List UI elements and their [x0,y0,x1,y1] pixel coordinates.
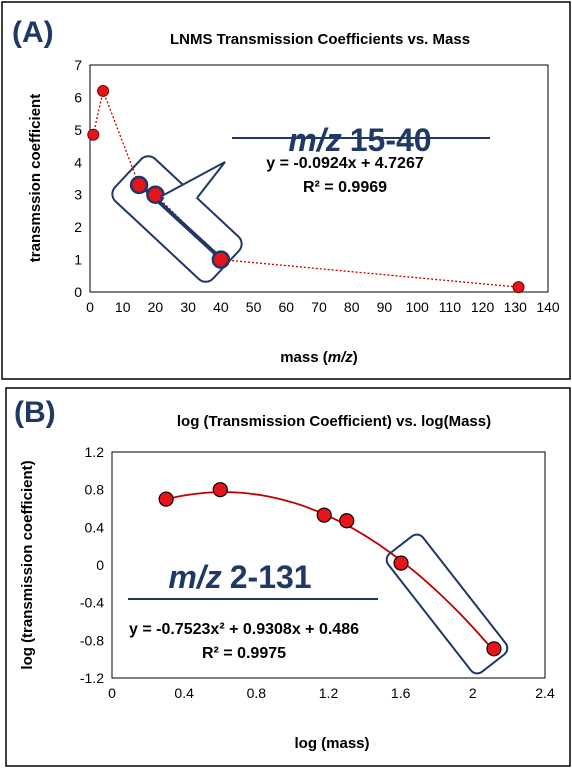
panel-a-frame [1,1,571,380]
chart-a-x-tick-label: 70 [311,299,327,315]
chart-a-y-tick-label: 1 [74,252,82,268]
chart-a-y-tick-label: 2 [74,219,82,235]
chart-b-y-ticks: -1.2 -0.8 -0.4 0 0.4 0.8 1.2 [80,444,104,686]
chart-a-x-tick-label: 20 [148,299,164,315]
chart-b-data-point [339,513,355,529]
chart-b-range-label: m/z 2-131 [168,559,311,595]
chart-b-r-squared: R² = 0.9975 [202,645,286,662]
chart-b-y-tick-label: -1.2 [80,670,104,686]
chart-a-data-point [97,84,110,97]
chart-b-x-tick-label: 2.4 [535,685,555,701]
chart-b-x-tick-label: 0.8 [247,685,267,701]
chart-b-data-point [393,555,409,571]
panel-a: (A) LNMS Transmission Coefficients vs. M… [1,1,571,380]
chart-a-points [87,84,525,294]
chart-a-x-tick-label: 10 [115,299,131,315]
chart-a-equation: y = -0.0924x + 4.7267 [266,155,424,172]
chart-a-title: LNMS Transmission Coefficients vs. Mass [170,31,470,48]
chart-a-x-ticks: 0 10 20 30 40 50 60 70 80 90 100 110 120 130 140 [86,299,560,315]
chart-b-x-axis-label: log (mass) [294,735,369,752]
chart-a-x-tick-label: 140 [536,299,560,315]
chart-a-range-label: m/z 15-40 [288,122,431,158]
chart-a-x-tick-label: 50 [246,299,262,315]
chart-a-x-tick-label: 60 [278,299,294,315]
panel-b: (B) log (Transmission Coefficient) vs. l… [5,387,571,767]
chart-b-data-point [316,507,332,523]
chart-b-highlight-rect [385,533,509,675]
chart-a-x-tick-label: 100 [405,299,429,315]
chart-a-x-tick-label: 110 [439,299,462,315]
chart-a-y-axis-label: transmssion coefficient [27,94,44,262]
chart-a-highlight-box [111,155,243,283]
chart-a-data-point [146,185,165,204]
chart-b-x-tick-label: 0.4 [174,685,194,701]
chart-a-x-tick-label: 130 [504,299,528,315]
chart-b-data-point [158,491,174,507]
chart-b-x-ticks: 0 0.4 0.8 1.2 1.6 2 2.4 [108,685,555,701]
chart-a-data-point [512,281,525,294]
chart-a-trend-line [92,88,519,288]
chart-b-y-tick-label: -0.8 [80,632,104,648]
chart-a-x-tick-label: 30 [180,299,196,315]
chart-a-data-point [129,175,149,195]
chart-a-y-tick-label: 7 [74,57,82,73]
chart-b-y-tick-label: -0.4 [80,595,104,611]
chart-b-points [158,482,502,657]
chart-b-x-tick-label: 0 [108,685,116,701]
chart-b-data-point [486,641,502,657]
chart-b-title: log (Transmission Coefficient) vs. log(M… [177,413,491,430]
chart-a-x-tick-label: 80 [344,299,360,315]
chart-a-plot-area [89,64,549,293]
chart-a-data-point [87,128,100,141]
chart-a-callout-pointer [159,161,226,199]
panel-a-label: (A) [12,16,54,49]
chart-a-y-tick-label: 4 [74,154,82,170]
chart-a-x-axis-label: mass (m/z) [280,349,358,366]
chart-a-y-ticks: 0 1 2 3 4 5 6 7 [74,57,82,300]
chart-a-y-tick-label: 5 [74,122,82,138]
chart-a-x-tick-label: 120 [471,299,495,315]
chart-b-x-tick-label: 1.2 [319,685,339,701]
panel-b-label: (B) [14,396,56,429]
panel-b-frame [5,387,571,767]
chart-a-y-tick-label: 0 [74,284,82,300]
chart-a-r-squared: R² = 0.9969 [303,179,387,196]
chart-a-data-point [211,250,231,269]
chart-a-x-tick-label: 0 [86,299,94,315]
chart-b-x-tick-label: 2 [469,685,477,701]
chart-b-x-tick-label: 1.6 [391,685,411,701]
chart-b-equation: y = -0.7523x² + 0.9308x + 0.486 [129,621,359,638]
chart-b-y-tick-label: 0.4 [85,519,105,535]
chart-a-x-tick-label: 40 [213,299,229,315]
chart-a-trend [92,88,519,288]
chart-a-x-tick-label: 90 [377,299,393,315]
chart-b-highlight-box [385,533,509,675]
chart-b-y-tick-label: 0.8 [85,482,105,498]
chart-a-y-tick-label: 6 [74,89,82,105]
chart-b-y-tick-label: 1.2 [85,444,105,460]
chart-a-y-tick-label: 3 [74,187,82,203]
chart-b-y-axis-label: log (transmission coefficient) [19,460,36,669]
chart-b-y-tick-label: 0 [96,557,104,573]
chart-b-plot-area [111,451,546,679]
chart-b-data-point [212,482,228,498]
